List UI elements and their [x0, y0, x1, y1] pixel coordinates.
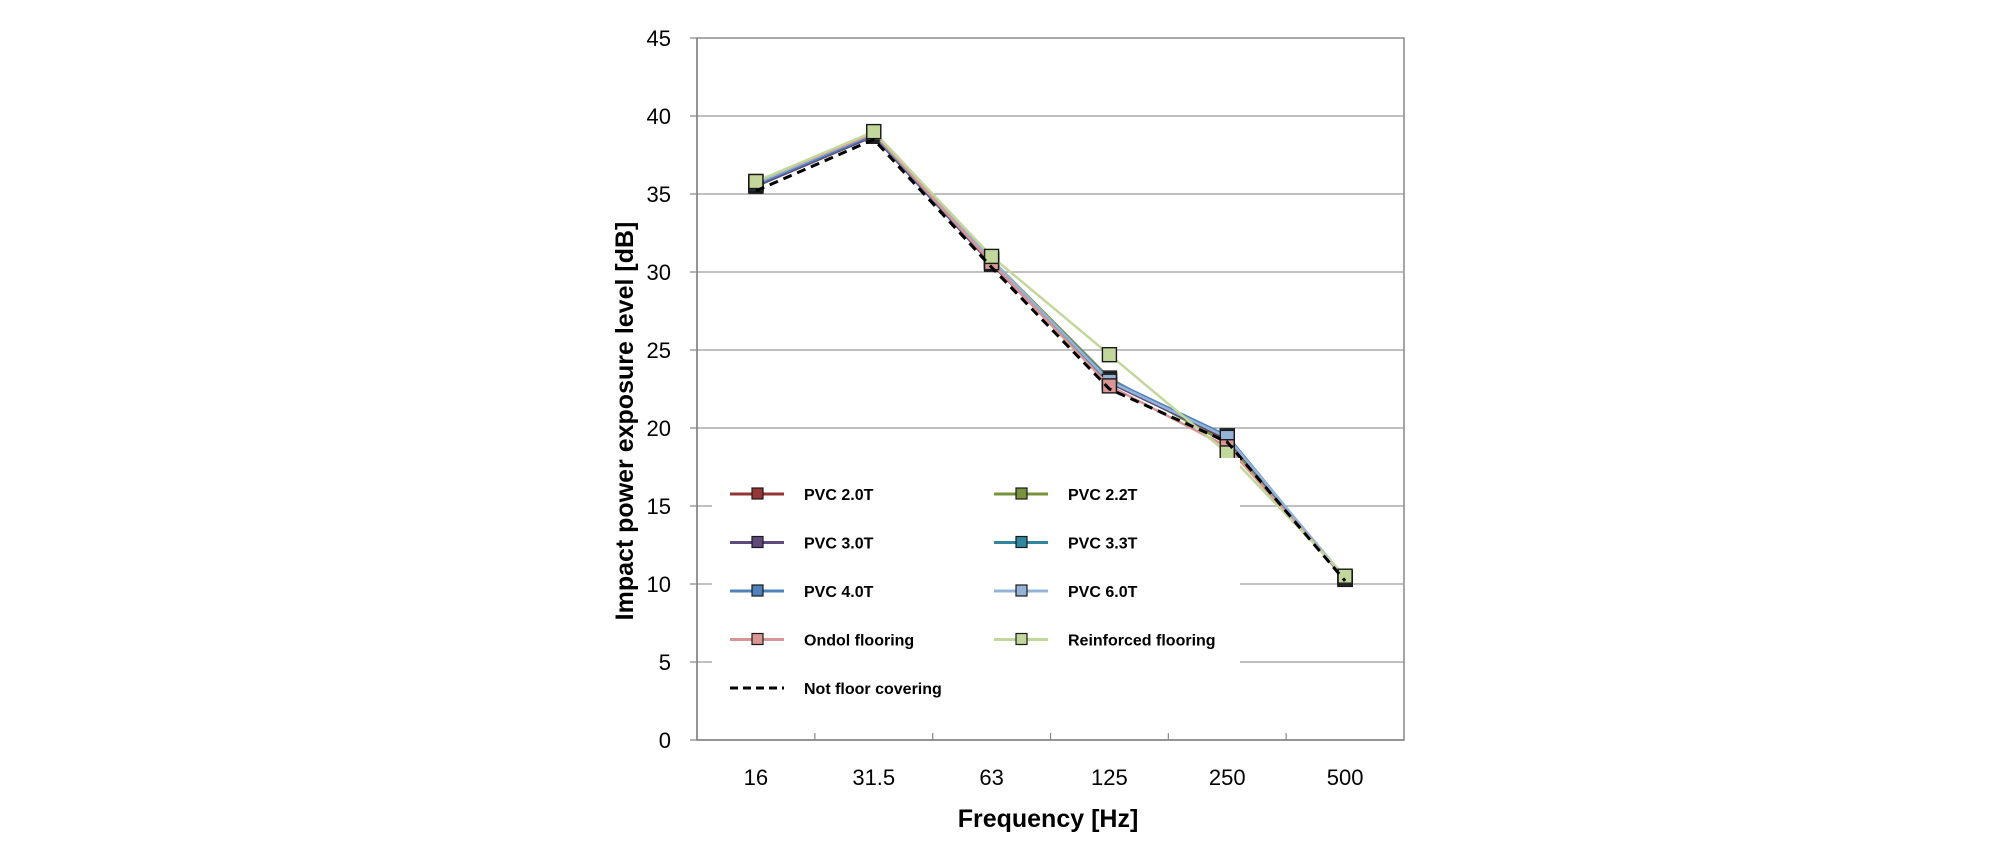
- legend-label: PVC 2.2T: [1068, 487, 1138, 504]
- y-tick-label: 20: [647, 416, 671, 441]
- legend-swatch-marker: [751, 584, 764, 597]
- y-tick-label: 45: [647, 26, 671, 51]
- x-tick-label: 16: [744, 765, 768, 790]
- x-tick-label: 500: [1327, 765, 1364, 790]
- y-tick-label: 15: [647, 494, 671, 519]
- y-tick-label: 25: [647, 338, 671, 363]
- y-tick-label: 30: [647, 260, 671, 285]
- legend-label: PVC 3.0T: [804, 536, 874, 553]
- x-axis-title: Frequency [Hz]: [958, 805, 1139, 833]
- legend-label: PVC 4.0T: [804, 584, 874, 601]
- legend-item: PVC 4.0T: [730, 584, 874, 601]
- series-not-floor-covering: [755, 137, 1347, 582]
- series-line: [755, 130, 1346, 578]
- series-line: [755, 137, 1347, 582]
- data-point: [983, 248, 1000, 265]
- legend-label: PVC 3.3T: [1068, 536, 1138, 553]
- legend-swatch-marker: [1015, 584, 1028, 597]
- legend-item: PVC 2.2T: [994, 487, 1138, 504]
- data-point: [1337, 568, 1353, 584]
- legend-label: PVC 2.0T: [804, 487, 874, 504]
- legend-swatch-marker: [1015, 632, 1028, 646]
- data-point: [1101, 378, 1118, 394]
- legend-swatch-marker: [1015, 487, 1028, 500]
- axes: [696, 38, 1404, 741]
- legend-box: [712, 458, 1240, 706]
- x-tick-label: 125: [1091, 765, 1128, 790]
- data-series: [748, 123, 1353, 588]
- y-tick-label: 40: [647, 104, 671, 129]
- legend-item: Reinforced flooring: [994, 633, 1216, 650]
- legend-swatch-marker: [751, 632, 764, 646]
- legend-item: PVC 3.3T: [994, 536, 1138, 553]
- y-axis-tick-labels: 0 5 10 15 20 25 30 35 40 45: [647, 26, 671, 753]
- legend-swatch-marker: [751, 487, 764, 500]
- data-point: [866, 123, 882, 140]
- series-reinforced-flooring: [748, 123, 1353, 584]
- x-tick-label: 31.5: [852, 765, 895, 790]
- x-tick-label: 250: [1209, 765, 1246, 790]
- data-point: [748, 173, 764, 190]
- legend-swatch-marker: [1015, 535, 1028, 549]
- legend-label: Not floor covering: [804, 681, 942, 698]
- x-axis-tick-labels: 16 31.5 63 125 250 500: [744, 765, 1364, 790]
- y-tick-label: 0: [659, 728, 671, 753]
- legend-item: PVC 2.0T: [730, 487, 874, 504]
- legend-item: PVC 3.0T: [730, 536, 874, 553]
- y-tick-label: 10: [647, 572, 671, 597]
- y-tick-label: 5: [659, 650, 671, 675]
- legend-label: PVC 6.0T: [1068, 584, 1138, 601]
- legend-item: Not floor covering: [730, 681, 942, 698]
- y-axis-title: Impact power exposure level [dB]: [611, 222, 639, 621]
- data-point: [1101, 346, 1118, 363]
- legend-item: PVC 6.0T: [994, 584, 1138, 601]
- y-tick-label: 35: [647, 182, 671, 207]
- legend-item: Ondol flooring: [730, 633, 914, 650]
- legend-label: Ondol flooring: [804, 633, 914, 650]
- legend: PVC 2.0T PVC 2.2T PVC 3.0T PVC 3.3T PVC 4.0T…: [712, 458, 1240, 706]
- legend-label: Reinforced flooring: [1068, 633, 1216, 650]
- x-tick-label: 63: [979, 765, 1003, 790]
- legend-swatch-marker: [751, 535, 764, 549]
